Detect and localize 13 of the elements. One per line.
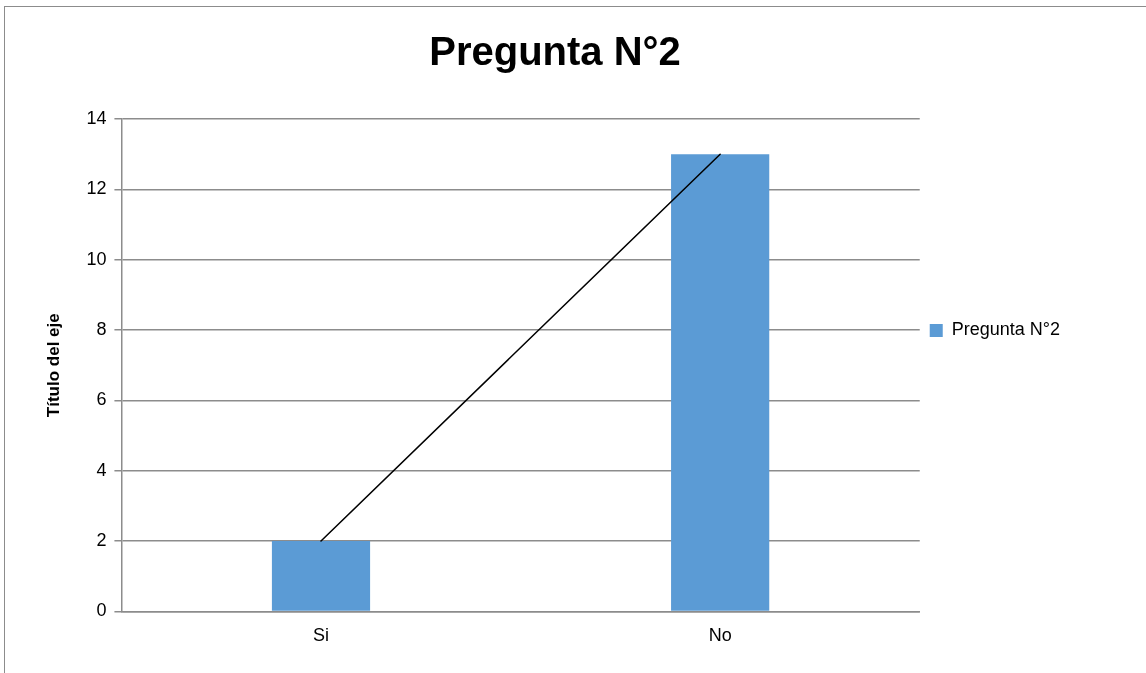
legend-label: Pregunta N°2 — [951, 319, 1060, 340]
y-tick-label: 8 — [96, 319, 107, 339]
y-tick-label: 2 — [96, 530, 107, 551]
y-tick-label: 4 — [96, 459, 107, 480]
y-tick-label: 0 — [96, 600, 107, 621]
chart-title: Pregunta N°2 — [429, 29, 681, 74]
x-tick-label: Si — [312, 625, 330, 646]
y-tick-label: 6 — [96, 389, 107, 410]
y-axis-title: Título del eje — [43, 313, 63, 418]
y-tick-label: 10 — [86, 248, 107, 269]
x-tick-label: No — [708, 625, 732, 646]
y-tick-label: 14 — [86, 107, 107, 128]
y-tick-label: 12 — [86, 178, 107, 199]
